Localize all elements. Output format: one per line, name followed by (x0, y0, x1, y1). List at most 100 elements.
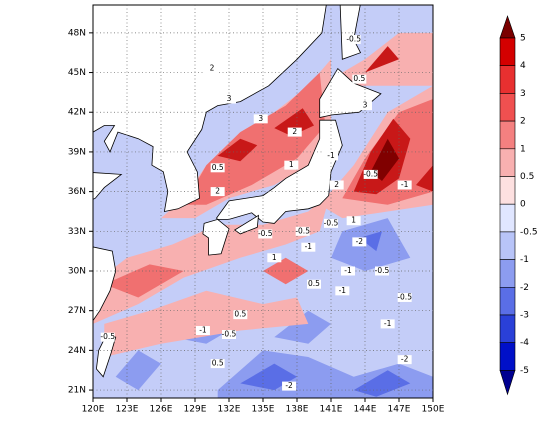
colorbar-segment (499, 231, 516, 260)
lat-label: 24N (68, 346, 86, 356)
lat-label: 33N (68, 227, 86, 237)
contour-label-bg (253, 114, 268, 124)
colorbar-label: 0.5 (520, 172, 534, 182)
land (215, 119, 343, 224)
contour-label: -1 (401, 180, 409, 189)
contour-label-bg (221, 329, 236, 339)
contour-label: -0.5 (258, 229, 273, 238)
colorbar-label: -3 (520, 311, 529, 321)
strong-negative-anomaly (353, 370, 411, 397)
strong-positive-anomaly (104, 264, 184, 298)
contour-label-bg (295, 226, 310, 236)
contour-label-bg (346, 34, 361, 44)
very-strong-positive (217, 138, 258, 162)
contour-label-bg (397, 180, 412, 190)
lat-label: 45N (68, 68, 86, 78)
extreme-positive (370, 138, 399, 181)
land (93, 172, 123, 200)
contour-label-bg (357, 101, 372, 111)
land (339, 5, 362, 60)
colorbar-top (499, 15, 516, 39)
lon-label: 138E (286, 405, 309, 415)
contour-label-bg (210, 359, 225, 369)
land (202, 218, 230, 256)
land (93, 246, 117, 322)
colorbar-segment (499, 37, 516, 67)
lon-label: 147E (388, 405, 411, 415)
contour-label-bg (335, 286, 350, 296)
lat-label: 27N (68, 306, 86, 316)
colorbar-label: 0 (520, 200, 526, 210)
contour-label: -0.5 (222, 329, 237, 338)
contour-label-bg (306, 279, 321, 289)
colorbar-segment (499, 203, 516, 233)
contour-label-bg (346, 216, 361, 226)
colorbar-label: -0.5 (520, 227, 538, 237)
colorbar-segment (499, 120, 516, 150)
contour-label-bg (210, 163, 225, 173)
strong-negative-anomaly (359, 231, 382, 252)
contour-label-bg (233, 310, 248, 320)
contour-label-bg (352, 237, 367, 247)
contour-label-bg (329, 180, 344, 190)
lat-label: 42N (68, 108, 86, 118)
contour-label-bg (282, 381, 297, 391)
contour-label: 3 (227, 94, 232, 103)
contour-label: 1 (351, 216, 356, 225)
contour-label: 0.5 (308, 279, 320, 288)
colorbar-bottom (499, 370, 516, 396)
contour-label: 2 (334, 180, 339, 189)
colorbar-segment (499, 176, 516, 205)
negative-anomaly (274, 310, 331, 344)
positive-anomaly (93, 191, 331, 324)
lat-label: 21N (68, 386, 86, 396)
contour-label: 1 (289, 160, 294, 169)
lon-label: 132E (218, 405, 241, 415)
lon-label: 120E (82, 405, 105, 415)
contour-label: -1 (344, 266, 352, 275)
contour-label: -1 (384, 319, 392, 328)
contour-label-bg (267, 253, 282, 263)
colorbar-segment (499, 148, 516, 177)
contour-label: 0.5 (212, 163, 224, 172)
lat-label: 36N (68, 187, 86, 197)
colorbar-segment (499, 342, 516, 371)
contour-label-bg (210, 187, 225, 197)
contour-label: -2 (356, 237, 364, 246)
lat-label: 30N (68, 266, 86, 276)
colorbar-label: -4 (520, 338, 529, 348)
colorbar-label: 5 (520, 34, 526, 44)
contour-label-bg (323, 218, 338, 228)
contour-label: -2 (285, 381, 293, 390)
contour-label-bg (397, 355, 412, 365)
lat-label: 39N (68, 147, 86, 157)
contour-label-bg (380, 319, 395, 329)
colorbar-segment (499, 286, 516, 316)
contour-label: 3 (363, 101, 368, 110)
colorbar-segment (499, 314, 516, 344)
contour-label-bg (287, 127, 302, 137)
colorbar-label: 1 (520, 144, 526, 154)
contour-label: -0.5 (295, 226, 310, 235)
contour-label-bg (352, 74, 367, 84)
contour-label: 0.5 (212, 359, 224, 368)
contour-label: -0.5 (375, 266, 390, 275)
contour-label: -0.5 (397, 292, 412, 301)
contour-label-bg (340, 266, 355, 276)
land (233, 214, 259, 235)
contour-label-bg (100, 332, 115, 342)
colorbar-label: -1 (520, 255, 529, 265)
contour-label: -1 (199, 326, 207, 335)
lon-label: 150E (422, 405, 445, 415)
land (95, 334, 117, 378)
colorbar-label: -2 (520, 283, 529, 293)
very-strong-positive (416, 165, 433, 192)
contour-label: 2 (292, 127, 297, 136)
contour-label: 3 (258, 114, 263, 123)
contour-label: -1 (339, 286, 347, 295)
contour-label: -2 (401, 355, 409, 364)
lon-label: 129E (184, 405, 207, 415)
lon-label: 135E (252, 405, 275, 415)
lon-label: 141E (320, 405, 343, 415)
